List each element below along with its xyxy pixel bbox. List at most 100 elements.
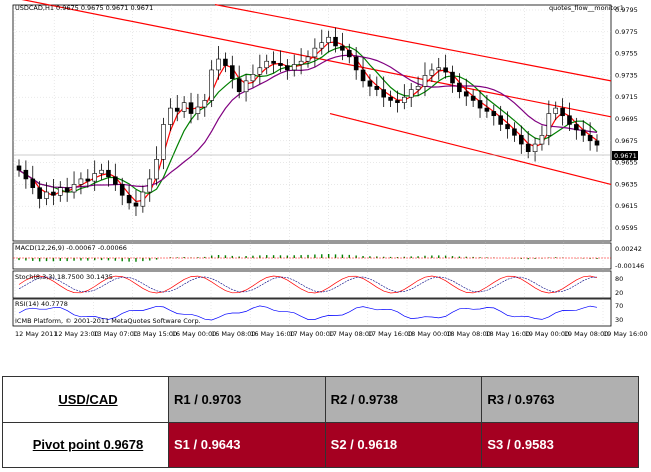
candle-body — [44, 191, 49, 199]
candle-body — [539, 135, 545, 145]
candle-body — [319, 42, 325, 49]
pair-cell: USD/CAD — [2, 376, 169, 423]
candle-body — [574, 124, 579, 131]
stoch-signal-line — [18, 276, 598, 293]
candle-body — [230, 65, 235, 79]
rsi-label: RSI(14) 40.7778 — [15, 300, 68, 308]
stoch-tick-label: 20 — [615, 289, 623, 297]
candle-body — [429, 69, 435, 76]
candle-body — [477, 100, 483, 109]
candle-body — [312, 47, 318, 58]
candle-body — [381, 89, 386, 98]
main-chart-frame — [12, 4, 612, 242]
candle-body — [140, 191, 146, 207]
macd-tick-label: 0.00242 — [615, 245, 642, 253]
candle-body — [78, 178, 84, 185]
rsi-tick-label: 30 — [615, 316, 623, 324]
candle-body — [202, 100, 208, 108]
rsi-tick-label: 70 — [615, 302, 623, 310]
candle-body — [113, 176, 118, 185]
candle-body — [498, 115, 503, 125]
candle-body — [223, 58, 228, 66]
candle-body — [16, 165, 22, 171]
candle-body — [450, 71, 455, 84]
candle-body — [505, 124, 510, 130]
candle-body — [546, 113, 552, 136]
x-tick-label: 19 May 00:00 — [525, 330, 570, 338]
copyright-text: ICMB Platform, © 2001-2011 MetaQuotes So… — [15, 317, 201, 325]
x-tick-label: 17 May 08:00 — [329, 330, 374, 338]
candle-body — [326, 36, 331, 43]
candle-body — [216, 58, 221, 71]
channel-upper-line — [214, 3, 612, 82]
candle-body — [395, 100, 400, 103]
candle-body — [57, 187, 63, 196]
candle-body — [436, 67, 442, 71]
x-tick-label: 13 May 07:00 — [93, 330, 138, 338]
pivot-levels-table: USD/CAD R1 / 0.9703 R2 / 0.9738 R3 / 0.9… — [2, 376, 639, 468]
x-tick-label: 17 May 00:00 — [289, 330, 334, 338]
pivot-cell: Pivot point 0.9678 — [2, 421, 169, 468]
candle-body — [119, 184, 125, 196]
candle-body — [408, 89, 414, 98]
candle-body — [388, 96, 393, 101]
stoch-main-line — [18, 275, 598, 294]
candle-body — [23, 169, 29, 180]
s3-cell: S3 / 0.9583 — [481, 421, 639, 468]
x-tick-label: 19 May 16:00 — [603, 330, 648, 338]
macd-panel — [12, 242, 612, 270]
candle-body — [305, 56, 311, 62]
stoch-panel — [12, 270, 612, 299]
candle-body — [257, 67, 263, 75]
candle-body — [243, 80, 249, 93]
candle-body — [147, 178, 153, 193]
candle-body — [360, 69, 366, 82]
chart-title: USDCAD,H1 0.9675 0.9675 0.9671 0.9671 — [15, 4, 153, 12]
rsi-panel — [12, 298, 612, 327]
macd-label: MACD(12,26,9) -0.00067 -0.00066 — [15, 244, 127, 252]
candle-body — [71, 184, 77, 193]
y-tick-label: 0.9635 — [615, 180, 638, 188]
r2-cell: R2 / 0.9738 — [324, 376, 483, 423]
candle-body — [188, 102, 194, 114]
candle-body — [161, 124, 166, 160]
y-tick-label: 0.9615 — [615, 202, 638, 210]
candle-body — [463, 91, 469, 97]
candle-body — [106, 169, 111, 178]
candle-body — [402, 96, 407, 103]
candle-body — [278, 63, 283, 66]
candle-body — [519, 135, 524, 145]
candle-body — [291, 64, 297, 71]
stoch-tick-label: 80 — [615, 275, 623, 283]
candle-body — [174, 107, 180, 112]
candle-body — [298, 60, 304, 65]
candle-body — [271, 60, 276, 64]
y-tick-label: 0.9715 — [615, 93, 638, 101]
x-tick-label: 19 May 08:00 — [564, 330, 609, 338]
y-tick-label: 0.9755 — [615, 50, 638, 58]
candle-body — [64, 187, 70, 193]
r3-cell: R3 / 0.9763 — [481, 376, 639, 423]
candle-body — [250, 74, 256, 82]
channel-middle-line — [21, 0, 612, 118]
candle-body — [195, 106, 201, 114]
x-tick-label: 17 May 16:00 — [368, 330, 413, 338]
y-tick-label: 0.9595 — [615, 224, 638, 232]
s2-cell: S2 / 0.9618 — [324, 421, 483, 468]
candle-body — [340, 45, 345, 51]
candle-body — [236, 78, 242, 93]
candle-body — [154, 159, 159, 180]
candle-body — [333, 36, 338, 47]
candle-body — [560, 107, 565, 117]
stoch-label: Stoch(8,3,3) 18.7500 30.1435 — [15, 273, 113, 281]
x-tick-label: 16 May 16:00 — [250, 330, 295, 338]
candle-body — [532, 143, 538, 153]
candle-body — [484, 107, 490, 112]
candle-body — [99, 169, 104, 174]
candle-body — [126, 195, 132, 204]
x-tick-label: 18 May 00:00 — [407, 330, 452, 338]
candle-body — [587, 135, 593, 142]
pair-label: USD/CAD — [58, 391, 118, 407]
indicator-label: quotes_flow__monitor1 — [549, 4, 624, 12]
candle-body — [37, 187, 42, 199]
